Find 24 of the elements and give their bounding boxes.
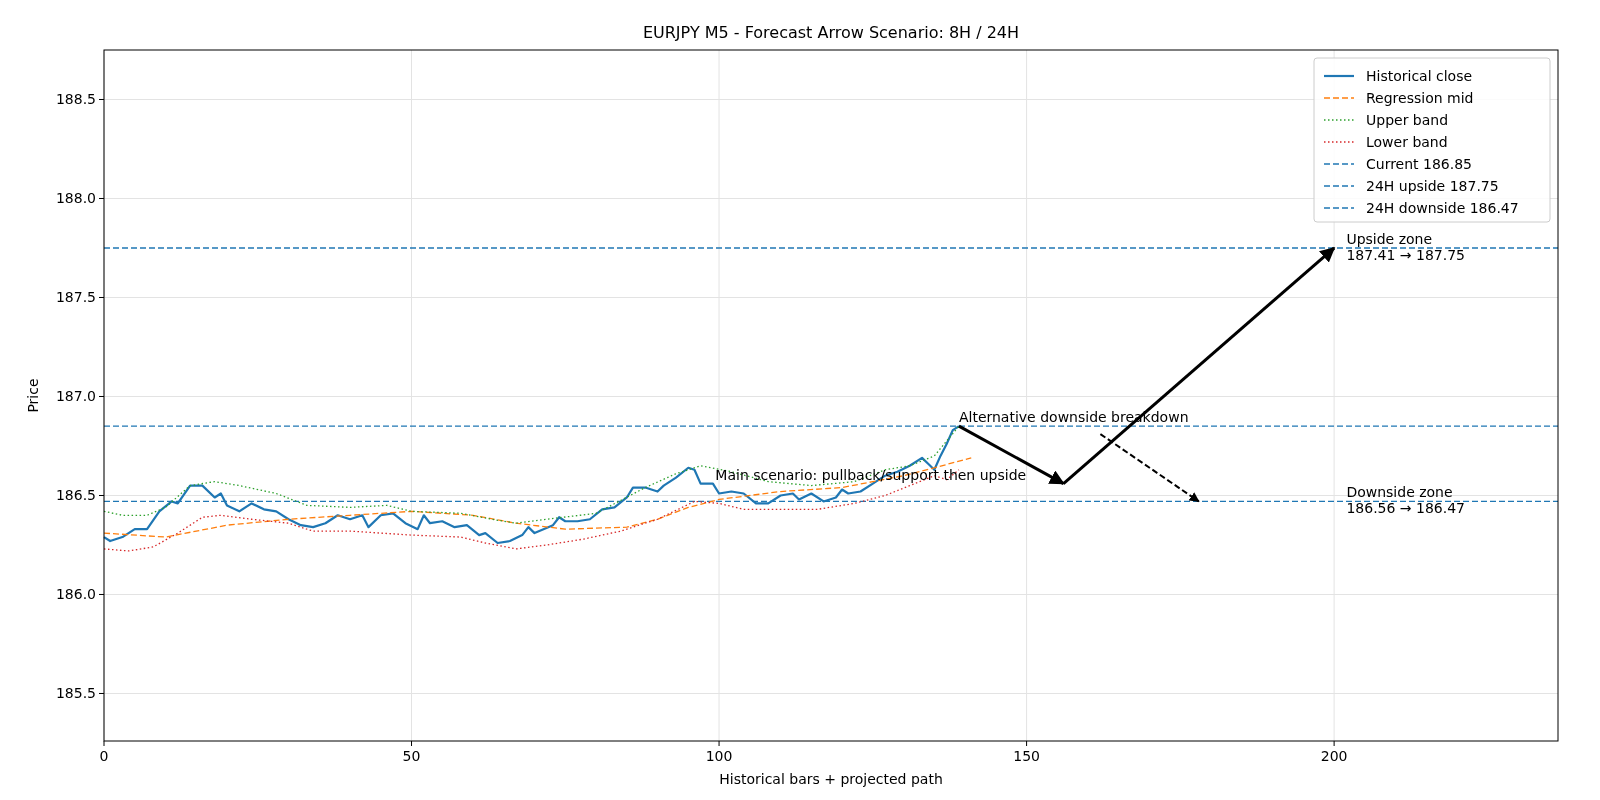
annotation: Upside zone 187.41 → 187.75 — [1346, 230, 1466, 263]
x-tick-label: 150 — [1013, 748, 1040, 764]
chart-title: EURJPY M5 - Forecast Arrow Scenario: 8H / 24H — [642, 23, 1020, 42]
y-tick-label: 186.5 — [55, 487, 96, 504]
legend-label: Regression mid — [1366, 90, 1474, 106]
legend-label: Upper band — [1366, 112, 1449, 128]
x-axis-title: Historical bars + projected path — [719, 771, 943, 787]
y-tick-label: 186.0 — [55, 586, 96, 603]
legend-label: Historical close — [1366, 68, 1473, 84]
y-tick-label: 188.5 — [55, 91, 96, 108]
x-tick-label: 50 — [402, 748, 421, 764]
legend-label: 24H downside 186.47 — [1366, 200, 1519, 216]
x-tick-label: 100 — [705, 748, 733, 764]
legend-label: Lower band — [1366, 134, 1448, 150]
legend-label: Current 186.85 — [1366, 156, 1473, 172]
legend-label: 24H upside 187.75 — [1366, 178, 1499, 194]
y-tick-label: 187.0 — [55, 388, 96, 405]
annotation: Downside zone 186.56 → 186.47 — [1346, 484, 1466, 517]
y-tick-label: 185.5 — [55, 685, 96, 702]
y-tick-label: 188.0 — [55, 190, 96, 207]
x-tick-label: 0 — [99, 748, 109, 764]
x-tick-label: 200 — [1320, 748, 1348, 764]
y-axis-title: Price — [25, 378, 41, 413]
y-tick-label: 187.5 — [55, 289, 96, 306]
